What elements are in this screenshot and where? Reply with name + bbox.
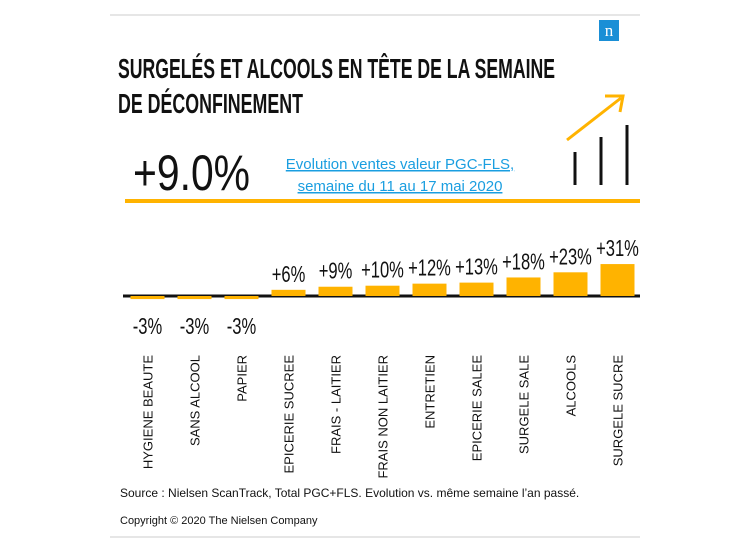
bar (600, 264, 635, 296)
value-label: -3% (133, 314, 163, 339)
bar (271, 289, 306, 296)
headline: +9.0% (133, 145, 250, 201)
value-label: +6% (272, 262, 306, 287)
bar (318, 286, 353, 296)
growth-icon (573, 125, 629, 185)
category-label: EPICERIE SUCREE (282, 355, 297, 474)
logo (599, 20, 619, 41)
title-line: SURGELÉS ET ALCOOLS EN TÊTE DE LA SEMAIN… (118, 53, 555, 84)
value-label: +10% (361, 258, 404, 283)
bar (365, 285, 400, 296)
bar (130, 296, 165, 300)
bar (224, 296, 259, 300)
category-label: SURGELE SUCRE (611, 355, 626, 467)
value-label: -3% (180, 314, 210, 339)
subtitle: Evolution ventes valeur PGC-FLS, (286, 156, 514, 173)
bar (459, 282, 494, 296)
logo-letter: n (605, 21, 614, 40)
value-label: +9% (319, 259, 353, 284)
bar-chart: -3% HYGIENE BEAUTE -3% SANS ALCOOL -3% PAPIER… (130, 237, 639, 479)
title-line: DE DÉCONFINEMENT (118, 88, 303, 119)
value-label: +31% (596, 237, 639, 262)
category-label: FRAIS NON LAITIER (376, 355, 391, 479)
category-label: FRAIS - LAITIER (329, 355, 344, 454)
category-label: SURGELE SALE (517, 355, 532, 454)
category-label: SANS ALCOOL (188, 355, 203, 446)
bar (506, 277, 541, 296)
source: Source : Nielsen ScanTrack, Total PGC+FL… (120, 486, 579, 500)
value-label: +18% (502, 250, 545, 275)
value-label: +13% (455, 255, 498, 280)
value-label: +12% (408, 256, 451, 281)
growth-arrow (566, 94, 625, 142)
copyright: Copyright © 2020 The Nielsen Company (120, 515, 318, 527)
subtitle: semaine du 11 au 17 mai 2020 (298, 178, 503, 195)
bar (412, 283, 447, 296)
category-label: ALCOOLS (564, 355, 579, 417)
value-label: +23% (549, 245, 592, 270)
category-label: EPICERIE SALEE (470, 355, 485, 462)
category-label: ENTRETIEN (423, 355, 438, 429)
bar (553, 272, 588, 296)
bar (177, 296, 212, 300)
value-label: -3% (227, 314, 257, 339)
category-label: HYGIENE BEAUTE (141, 355, 156, 469)
category-label: PAPIER (235, 355, 250, 402)
